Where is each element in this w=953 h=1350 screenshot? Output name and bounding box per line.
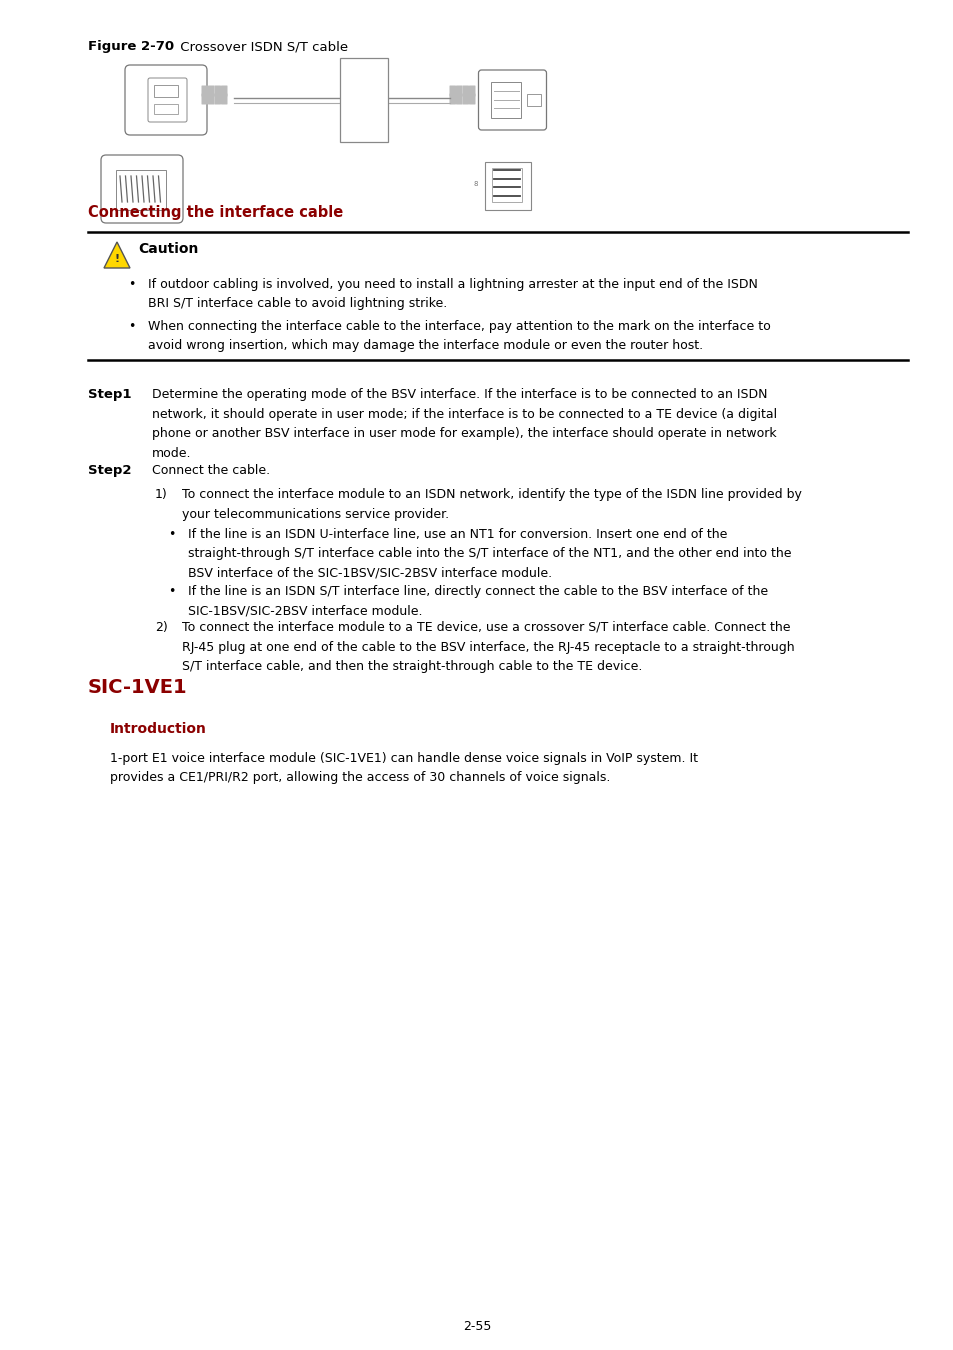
Text: To connect the interface module to an ISDN network, identify the type of the ISD: To connect the interface module to an IS… [182,487,801,521]
Text: 2): 2) [154,621,168,634]
Text: 8: 8 [473,181,477,188]
Bar [116,170,166,211]
FancyBboxPatch shape [478,70,546,130]
FancyBboxPatch shape [221,85,227,96]
Bar [491,82,521,117]
FancyBboxPatch shape [201,93,208,104]
FancyBboxPatch shape [462,93,469,104]
Bar [484,162,531,211]
Text: !: ! [114,254,119,265]
Text: If the line is an ISDN U-interface line, use an NT1 for conversion. Insert one e: If the line is an ISDN U-interface line,… [188,528,791,580]
FancyBboxPatch shape [456,93,462,104]
Text: Caution: Caution [138,242,198,256]
Polygon shape [104,242,130,269]
FancyBboxPatch shape [125,65,207,135]
Text: Step1: Step1 [88,387,132,401]
Text: If the line is an ISDN S/T interface line, directly connect the cable to the BSV: If the line is an ISDN S/T interface lin… [188,585,767,617]
Bar [153,104,178,113]
Bar [153,85,178,97]
Text: If outdoor cabling is involved, you need to install a lightning arrester at the : If outdoor cabling is involved, you need… [148,278,757,310]
Text: •: • [168,528,175,541]
Text: To connect the interface module to a TE device, use a crossover S/T interface ca: To connect the interface module to a TE … [182,621,794,674]
FancyBboxPatch shape [214,93,221,104]
Text: 2-55: 2-55 [462,1320,491,1332]
FancyBboxPatch shape [201,85,208,96]
Text: SIC-1VE1: SIC-1VE1 [88,678,188,697]
FancyBboxPatch shape [449,85,456,96]
Bar [492,167,521,202]
Text: •: • [128,320,135,333]
FancyBboxPatch shape [462,85,469,96]
FancyBboxPatch shape [214,85,221,96]
Text: •: • [168,585,175,598]
Bar [339,58,388,142]
Text: Introduction: Introduction [110,722,207,736]
Text: Connect the cable.: Connect the cable. [152,464,270,477]
Text: 1-port E1 voice interface module (SIC-1VE1) can handle dense voice signals in Vo: 1-port E1 voice interface module (SIC-1V… [110,752,698,784]
FancyBboxPatch shape [469,93,475,104]
FancyBboxPatch shape [449,93,456,104]
Text: Determine the operating mode of the BSV interface. If the interface is to be con: Determine the operating mode of the BSV … [152,387,777,459]
FancyBboxPatch shape [208,93,214,104]
FancyBboxPatch shape [101,155,183,223]
Text: Crossover ISDN S/T cable: Crossover ISDN S/T cable [175,40,348,53]
Text: 1): 1) [154,487,168,501]
Text: Figure 2-70: Figure 2-70 [88,40,174,53]
Text: When connecting the interface cable to the interface, pay attention to the mark : When connecting the interface cable to t… [148,320,770,352]
Text: •: • [128,278,135,292]
Text: Connecting the interface cable: Connecting the interface cable [88,205,343,220]
FancyBboxPatch shape [469,85,475,96]
FancyBboxPatch shape [148,78,187,121]
FancyBboxPatch shape [208,85,214,96]
FancyBboxPatch shape [456,85,462,96]
Bar [526,95,540,107]
FancyBboxPatch shape [221,93,227,104]
Text: Step2: Step2 [88,464,132,477]
